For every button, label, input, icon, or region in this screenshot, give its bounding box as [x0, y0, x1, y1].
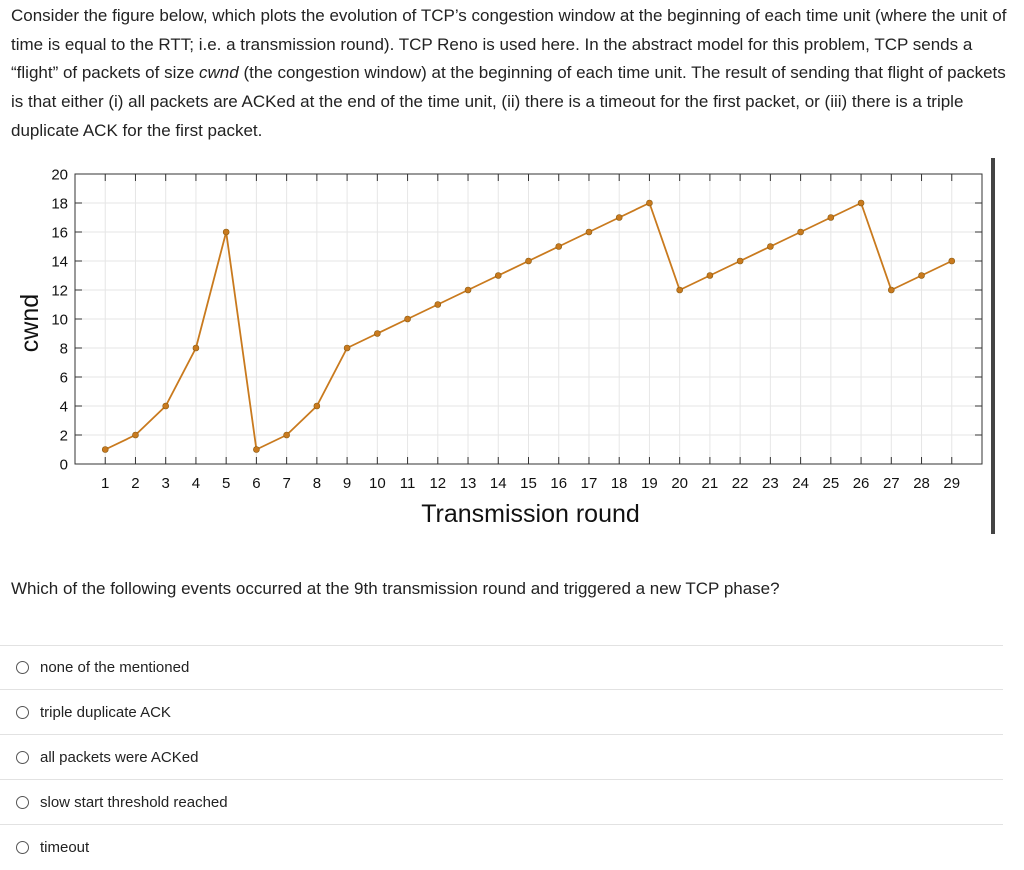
scrollbar-edge: [991, 158, 995, 534]
data-point-16: [555, 243, 563, 250]
data-point-23: [767, 243, 774, 250]
x-tick-label-5: 6: [252, 475, 260, 492]
data-point-29: [948, 257, 956, 265]
radio-icon[interactable]: [16, 795, 29, 809]
x-tick-label-27: 28: [913, 475, 930, 492]
x-tick-label-28: 29: [943, 475, 960, 492]
intro-text-2: (the congestion window) at the beginning…: [11, 63, 1006, 140]
x-tick-label-24: 25: [822, 475, 839, 492]
x-tick-label-11: 12: [429, 475, 446, 492]
radio-icon[interactable]: [16, 661, 29, 674]
data-point-10: [374, 330, 381, 337]
x-tick-label-15: 16: [550, 475, 567, 492]
radio-icon[interactable]: [16, 841, 29, 854]
x-axis-label: Transmission round: [421, 500, 640, 528]
x-tick-label-23: 24: [792, 475, 809, 492]
data-point-11: [404, 315, 411, 323]
y-tick-label-10: 20: [51, 167, 68, 184]
data-point-12: [434, 301, 442, 308]
data-point-7: [283, 431, 290, 439]
radio-icon[interactable]: [16, 705, 29, 719]
x-tick-label-4: 5: [222, 475, 230, 492]
data-point-24: [797, 228, 804, 236]
data-point-26: [857, 199, 865, 207]
data-point-8: [313, 402, 321, 410]
question-intro: Consider the figure below, which plots t…: [11, 2, 1011, 146]
cwnd-chart: 0 2 4 6 8 10 12 14 16 18 20 1 2 3 4 5 6 7 8 9 10 11 12 13 14 15 16…: [0, 158, 1010, 538]
x-tick-label-1: 2: [131, 475, 139, 492]
option-none-of-the-mentioned[interactable]: none of the mentioned: [0, 645, 1003, 690]
x-tick-label-19: 20: [671, 475, 688, 492]
option-ssthresh-reached[interactable]: slow start threshold reached: [0, 780, 1003, 825]
data-point-17: [585, 228, 593, 236]
option-label: triple duplicate ACK: [40, 703, 171, 721]
option-label: timeout: [40, 839, 90, 856]
x-tick-label-16: 17: [581, 475, 598, 492]
data-point-3: [162, 402, 169, 410]
x-tick-label-17: 18: [611, 475, 628, 492]
x-tick-label-20: 21: [702, 475, 719, 492]
y-tick-label-5: 10: [51, 312, 68, 329]
data-point-20: [676, 286, 683, 294]
data-point-5: [222, 228, 230, 236]
x-tick-label-3: 4: [192, 475, 200, 492]
data-point-27: [887, 286, 895, 294]
data-point-25: [827, 214, 835, 221]
data-point-19: [646, 199, 653, 207]
x-tick-label-8: 9: [343, 475, 351, 492]
data-point-18: [615, 214, 623, 221]
x-tick-label-26: 27: [883, 475, 900, 492]
data-point-28: [918, 272, 925, 279]
y-tick-label-9: 18: [51, 196, 68, 213]
x-tick-label-14: 15: [520, 475, 537, 492]
option-label: slow start threshold reached: [40, 793, 228, 811]
radio-icon[interactable]: [16, 750, 29, 764]
x-tick-label-22: 23: [762, 475, 779, 492]
y-tick-label-3: 6: [60, 370, 68, 387]
intro-cwnd-term: cwnd: [199, 63, 239, 83]
x-tick-label-7: 8: [313, 475, 321, 492]
y-tick-label-6: 12: [51, 283, 68, 300]
option-label: none of the mentioned: [40, 659, 190, 676]
x-tick-label-9: 10: [369, 475, 386, 492]
x-tick-label-25: 26: [853, 475, 870, 492]
y-tick-label-7: 14: [51, 254, 68, 271]
data-point-14: [494, 272, 502, 279]
y-tick-label-2: 4: [60, 399, 68, 416]
x-tick-label-0: 1: [101, 475, 109, 492]
x-tick-label-13: 14: [490, 475, 507, 492]
data-point-15: [525, 257, 532, 265]
intro-text-1: Consider the figure below, which plots t…: [11, 6, 1007, 83]
x-tick-label-2: 3: [162, 475, 170, 492]
data-point-9: [343, 344, 351, 352]
data-point-22: [736, 257, 744, 265]
data-point-1: [101, 446, 109, 453]
option-triple-duplicate-ack[interactable]: triple duplicate ACK: [0, 690, 1003, 735]
y-tick-label-4: 8: [60, 341, 68, 358]
y-tick-label-1: 2: [60, 428, 68, 445]
y-tick-label-0: 0: [60, 457, 68, 474]
x-tick-label-12: 13: [460, 475, 477, 492]
y-axis-label: cwnd: [16, 294, 44, 352]
y-tick-label-8: 16: [51, 225, 68, 242]
data-point-13: [464, 286, 472, 294]
option-timeout[interactable]: timeout: [0, 825, 1003, 870]
option-all-packets-acked[interactable]: all packets were ACKed: [0, 735, 1003, 780]
x-tick-label-18: 19: [641, 475, 658, 492]
option-label: all packets were ACKed: [40, 748, 199, 766]
x-tick-label-6: 7: [282, 475, 290, 492]
data-point-4: [192, 344, 200, 352]
data-point-21: [706, 272, 714, 279]
question-text: Which of the following events occurred a…: [11, 579, 780, 598]
data-point-6: [253, 446, 260, 453]
x-tick-label-10: 11: [400, 475, 416, 492]
answer-options: none of the mentioned triple duplicate A…: [0, 645, 1003, 870]
x-tick-label-21: 22: [732, 475, 749, 492]
data-point-2: [132, 431, 139, 439]
